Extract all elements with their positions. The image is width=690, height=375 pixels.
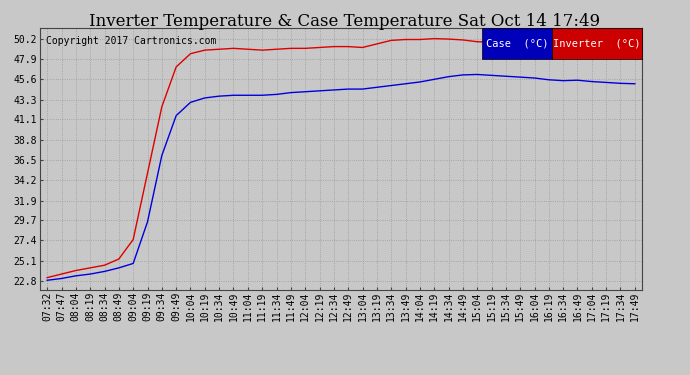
Text: Inverter Temperature & Case Temperature Sat Oct 14 17:49: Inverter Temperature & Case Temperature … (90, 13, 600, 30)
Bar (482, 28, 552, 60)
Text: Case  (°C): Case (°C) (486, 39, 549, 49)
Text: Copyright 2017 Cartronics.com: Copyright 2017 Cartronics.com (46, 36, 217, 46)
Text: Inverter  (°C): Inverter (°C) (553, 39, 640, 49)
Bar (552, 28, 642, 60)
